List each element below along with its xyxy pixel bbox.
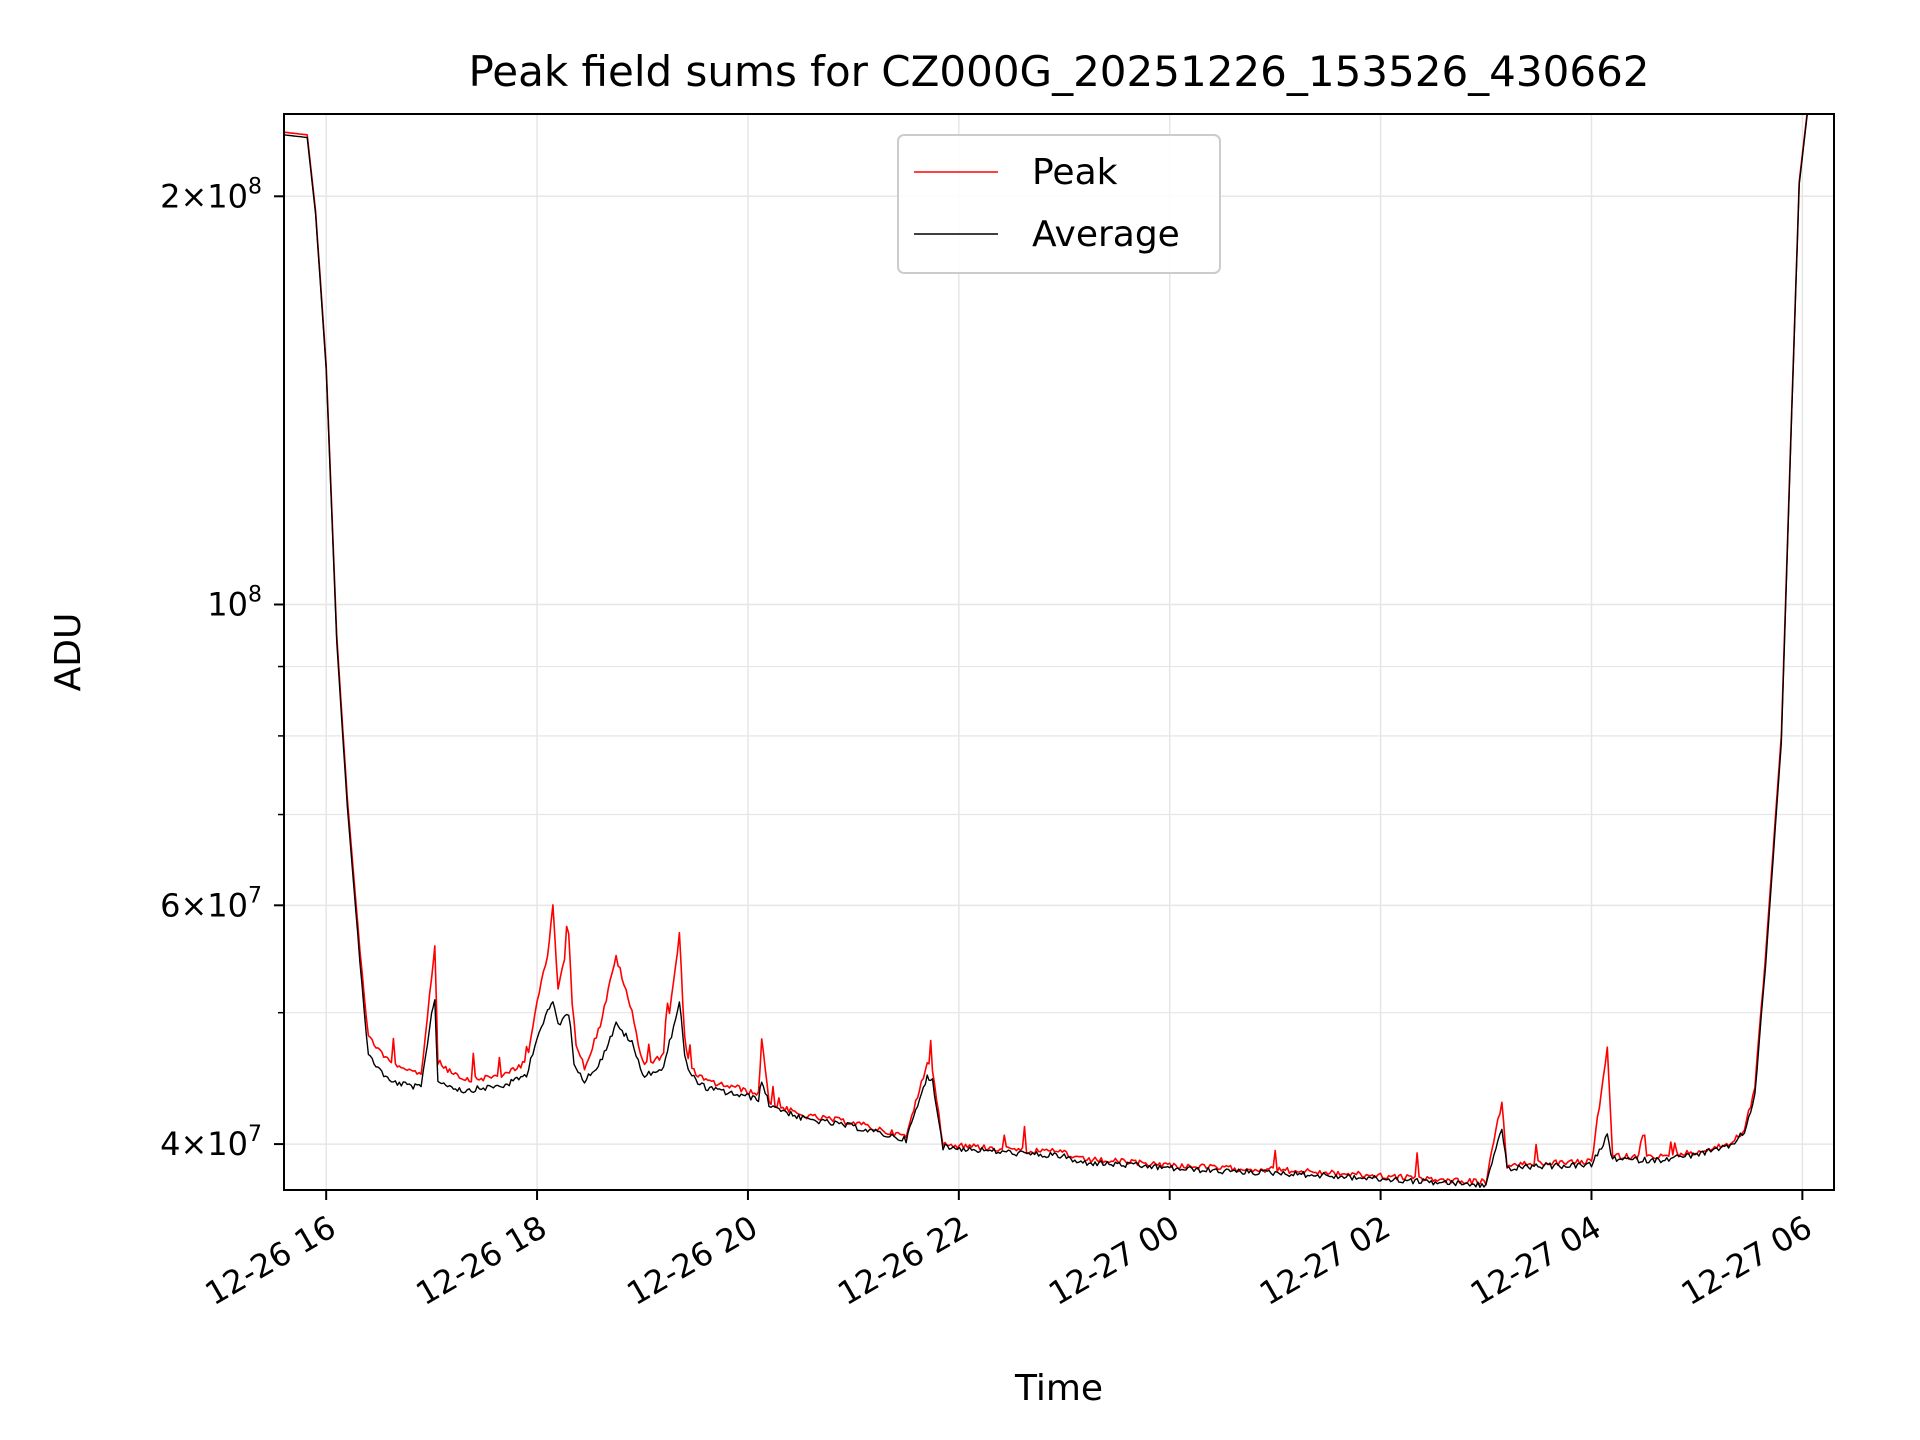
legend-box <box>897 134 1221 274</box>
y-gridlines <box>284 195 1834 1145</box>
y-axis-label: ADU <box>48 613 89 692</box>
y-tick-label: 108 <box>207 582 262 623</box>
y-tick-label: 4×107 <box>160 1122 262 1163</box>
x-gridlines <box>325 114 1804 1190</box>
y-tick-label: 6×107 <box>160 883 262 924</box>
plot-frame <box>283 113 1835 1191</box>
chart-title: Peak field sums for CZ000G_20251226_1535… <box>468 47 1649 96</box>
legend: Peak Average <box>897 134 1221 274</box>
series-line-average <box>284 114 1809 1189</box>
plot-area <box>284 114 1834 1190</box>
series-layer <box>284 114 1809 1189</box>
series-line-peak <box>284 114 1808 1186</box>
legend-label-peak: Peak <box>1032 152 1118 193</box>
legend-label-average: Average <box>1032 214 1180 255</box>
y-ticks: 4×107 6×107 108 2×108 <box>160 174 284 1163</box>
x-axis-label: Time <box>1014 1368 1103 1409</box>
y-tick-label: 2×108 <box>160 174 262 215</box>
